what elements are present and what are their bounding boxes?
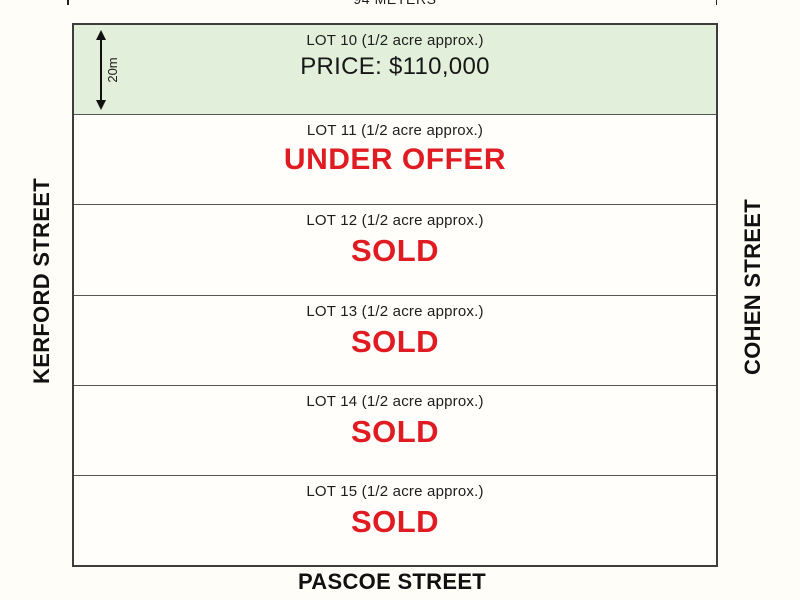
lot-row-13: LOT 13 (1/2 acre approx.) SOLD [74, 294, 716, 385]
lot-13-label: LOT 13 (1/2 acre approx.) [306, 302, 484, 320]
dimension-tick-right [715, 0, 717, 5]
arrow-down-icon [95, 100, 106, 110]
lot-row-14: LOT 14 (1/2 acre approx.) SOLD [74, 384, 716, 475]
street-label-cohen: COHEN STREET [740, 199, 765, 375]
street-label-pascoe: PASCOE STREET [297, 569, 487, 594]
lot-14-status: SOLD [350, 413, 440, 449]
lot-12-label: LOT 12 (1/2 acre approx.) [306, 212, 484, 230]
lot-15-label: LOT 15 (1/2 acre approx.) [306, 482, 484, 500]
lot-plan-box: 20m LOT 10 (1/2 acre approx.) PRICE: $11… [72, 23, 718, 567]
width-dimension: 94 METERS [67, 0, 718, 12]
lot-11-status: UNDER OFFER [283, 143, 507, 177]
depth-dimension-label: 20m [105, 57, 121, 83]
lot-11-label: LOT 11 (1/2 acre approx.) [306, 122, 484, 140]
width-dimension-label: 94 METERS [72, 0, 718, 7]
arrow-up-icon [95, 30, 106, 40]
lot-13-status: SOLD [350, 323, 440, 359]
depth-dimension: 20m [94, 30, 128, 110]
lot-15-status: SOLD [350, 503, 440, 539]
lot-14-label: LOT 14 (1/2 acre approx.) [306, 392, 484, 410]
lot-row-15: LOT 15 (1/2 acre approx.) SOLD [74, 474, 716, 565]
lot-row-11: LOT 11 (1/2 acre approx.) UNDER OFFER [74, 114, 716, 204]
dimension-line [100, 33, 102, 107]
lot-10-label: LOT 10 (1/2 acre approx.) [306, 32, 484, 49]
lot-12-status: SOLD [350, 233, 440, 269]
street-label-kerford: KERFORD STREET [29, 178, 54, 384]
lot-row-12: LOT 12 (1/2 acre approx.) SOLD [74, 204, 716, 294]
dimension-tick-left [67, 0, 69, 5]
lot-10-status: PRICE: $110,000 [300, 53, 490, 80]
lot-row-10: 20m LOT 10 (1/2 acre approx.) PRICE: $11… [74, 25, 716, 115]
